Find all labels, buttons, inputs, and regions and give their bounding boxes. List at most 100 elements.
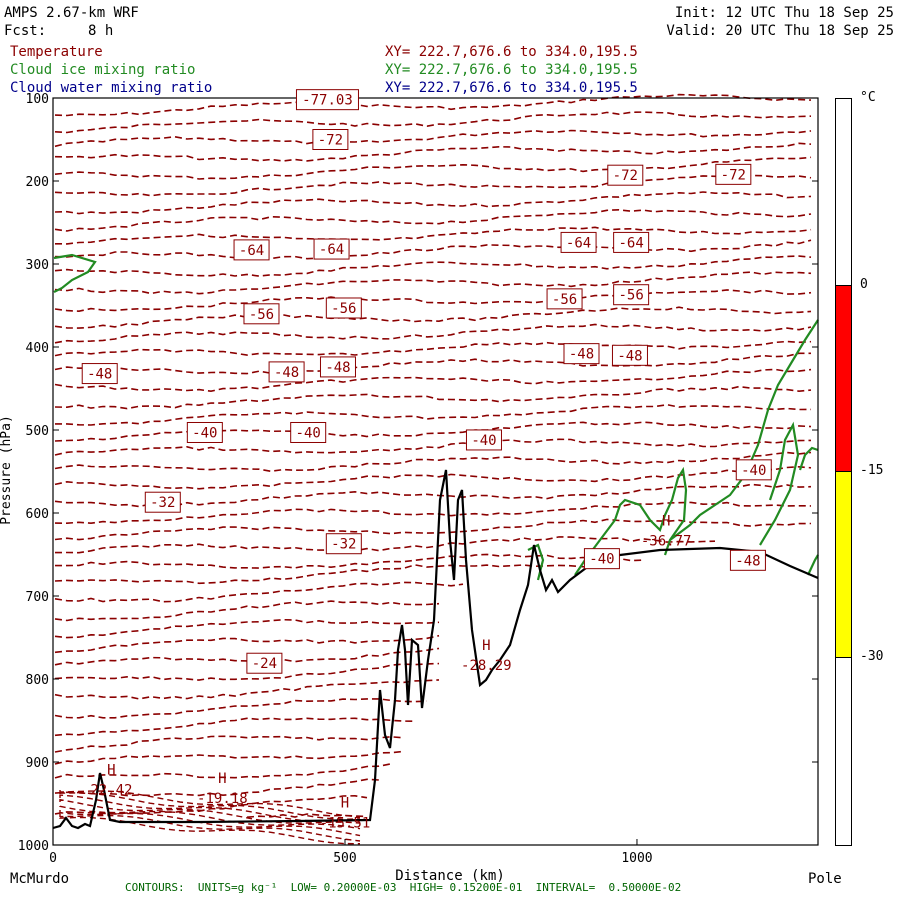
cloud-ice-contour <box>798 446 819 471</box>
temperature-contour-label: -72 <box>607 164 644 186</box>
contour-label-box <box>607 164 644 186</box>
contour-label-text: -56 <box>618 288 643 304</box>
x-tick-label: 0 <box>49 851 57 866</box>
temperature-contour-label: -64 <box>313 238 350 260</box>
contour-label-box <box>613 231 650 253</box>
temperature-contour <box>54 698 428 719</box>
colorbar-divider-15 <box>836 471 851 472</box>
colorbar-band-red <box>836 285 851 471</box>
contour-label-box <box>313 238 350 260</box>
temperature-contour <box>54 634 440 654</box>
x-tick-label: 1000 <box>621 851 652 866</box>
contour-label-box <box>546 288 583 310</box>
contour-label-box <box>611 344 648 366</box>
xy-cloud-water: XY= 222.7,676.6 to 334.0,195.5 <box>385 80 638 96</box>
temperature-contour <box>54 750 404 765</box>
xy-cloud-ice: XY= 222.7,676.6 to 334.0,195.5 <box>385 62 638 78</box>
x-axis-label: Distance (km) <box>395 868 505 884</box>
temperature-contour-label: -64 <box>560 231 597 253</box>
field-temperature: Temperature <box>10 44 103 60</box>
colorbar-tick-30: -30 <box>860 649 884 664</box>
high-value: -28.29 <box>461 658 512 674</box>
temperature-contour <box>55 403 812 426</box>
temperature-contour-label: -56 <box>325 297 362 319</box>
temperature-contour-label: -48 <box>611 344 648 366</box>
high-value: -36.77 <box>641 533 692 549</box>
temperature-contour <box>59 790 361 818</box>
y-tick-label: 300 <box>26 258 49 273</box>
y-tick-label: 800 <box>26 673 49 688</box>
contour-label-text: -40 <box>589 552 614 568</box>
contour-label-text: -48 <box>325 360 350 376</box>
high-symbol: H <box>107 762 115 778</box>
temperature-contour <box>54 368 812 393</box>
contour-label-text: -72 <box>613 168 638 184</box>
y-tick-label: 900 <box>26 756 49 771</box>
temperature-contour <box>54 451 812 473</box>
contour-label-box <box>81 363 118 385</box>
contour-label-box <box>295 89 359 111</box>
temperature-contour-label: -40 <box>465 429 502 451</box>
temperature-contour <box>54 208 812 232</box>
high-marker: H -28.29 <box>461 638 512 674</box>
temperature-contour <box>54 226 812 245</box>
contour-label-text: -48 <box>617 348 642 364</box>
forecast-label: Fcst: <box>4 23 47 39</box>
high-symbol: H <box>662 513 670 529</box>
cloud-ice-contour <box>807 554 819 576</box>
valid-time: Valid: 20 UTC Thu 18 Sep 25 <box>666 23 894 39</box>
temperature-contour <box>54 340 812 357</box>
temperature-contour-label: -77.03 <box>295 89 359 111</box>
temperature-contour <box>54 323 812 344</box>
temperature-contour <box>59 792 361 820</box>
cloud-ice-contour <box>574 319 819 576</box>
temperature-contour <box>54 239 812 260</box>
temperature-contour <box>54 518 812 541</box>
contour-label-box <box>715 163 752 185</box>
y-tick-label: 700 <box>26 590 49 605</box>
terrain-profile <box>52 469 819 830</box>
contour-label-box <box>563 343 600 365</box>
contour-label-text: -64 <box>618 235 643 251</box>
colorbar <box>835 98 852 846</box>
high-symbol: H <box>218 771 226 787</box>
temperature-contour <box>54 352 811 375</box>
temperature-contour-label: -40 <box>583 548 620 570</box>
colorbar-tick-0: 0 <box>860 277 868 292</box>
contour-label-text: -48 <box>735 553 760 569</box>
contour-label-box <box>729 549 766 571</box>
temperature-contour <box>54 255 812 277</box>
contour-label-box <box>243 303 280 325</box>
y-tick-label: 1000 <box>18 839 49 854</box>
contour-label-text: -48 <box>87 367 112 383</box>
temperature-contour-label: -32 <box>325 533 362 555</box>
temperature-contour <box>54 438 812 456</box>
contour-label-text: -64 <box>319 242 344 258</box>
temperature-contour <box>54 483 812 508</box>
temperature-contour-label: -72 <box>312 129 349 150</box>
contour-label-text: -64 <box>239 243 264 259</box>
contour-label-box <box>290 421 327 443</box>
temperature-contour-label: -40 <box>290 421 327 443</box>
temperature-contour <box>59 814 361 842</box>
temperature-contour <box>54 142 812 162</box>
contour-label-text: -77.03 <box>302 93 353 109</box>
temperature-contour-label: -72 <box>715 163 752 185</box>
temperature-contour <box>54 536 716 554</box>
temperature-contour <box>54 111 812 134</box>
temperature-contour-label: -48 <box>319 356 356 378</box>
contour-label-text: -64 <box>566 235 591 251</box>
contour-label-box <box>735 459 772 481</box>
contour-label-text: -40 <box>192 425 217 441</box>
contour-label-box <box>268 361 305 383</box>
temperature-contour <box>59 810 361 837</box>
contour-label-text: -24 <box>252 656 277 672</box>
field-cloud-ice: Cloud ice mixing ratio <box>10 62 196 78</box>
temperature-contour <box>54 271 812 295</box>
high-symbol: H <box>341 796 349 812</box>
temperature-contour <box>54 717 416 737</box>
temperature-contour <box>54 763 392 779</box>
temperature-contour-label: -64 <box>613 231 650 253</box>
high-marker: H 22.42 <box>90 762 132 798</box>
